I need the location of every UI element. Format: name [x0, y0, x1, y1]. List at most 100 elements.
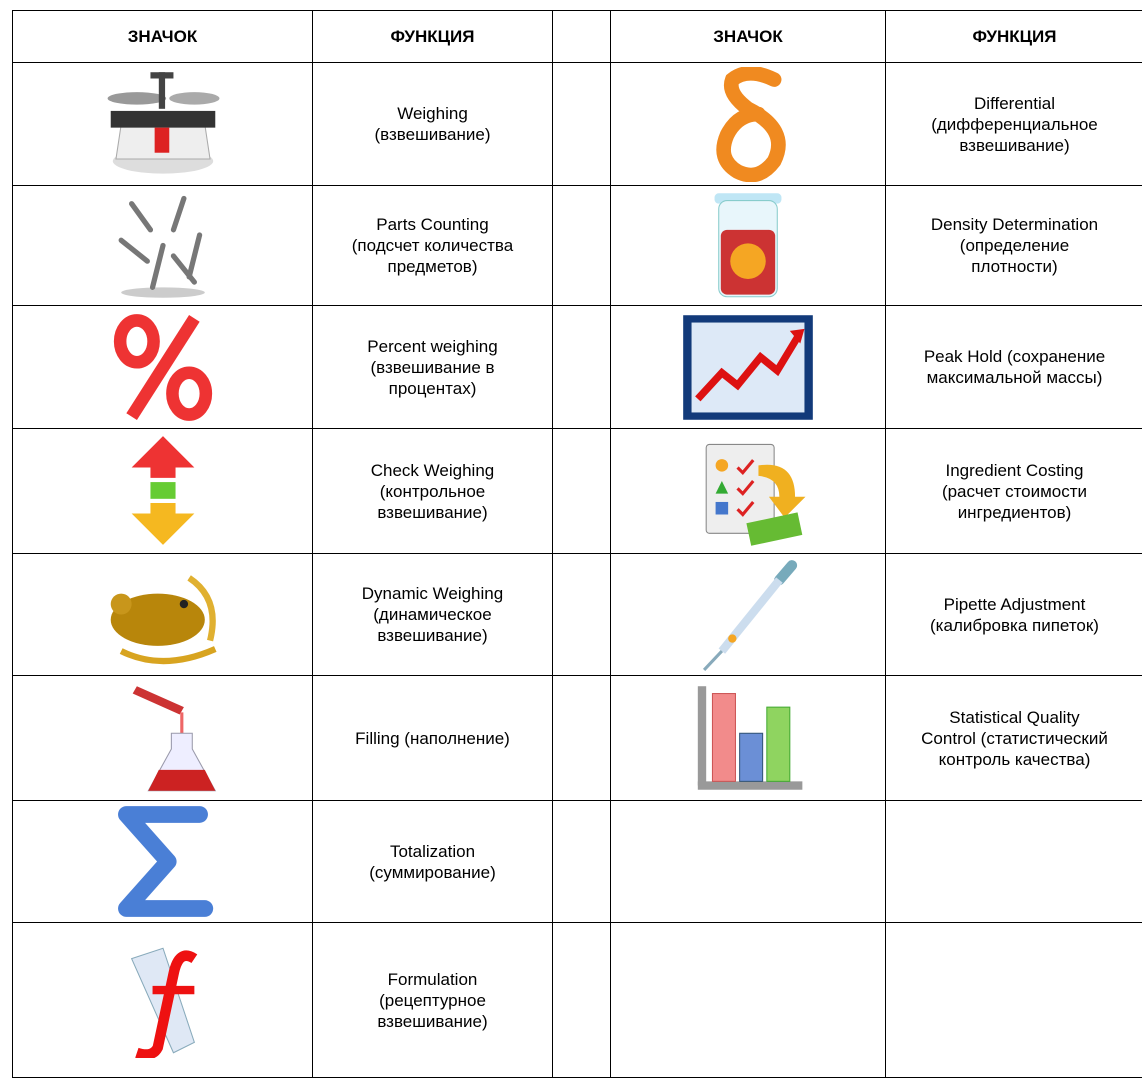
header-cell: ЗНАЧОК — [13, 11, 313, 63]
function-text: (суммирование) — [317, 862, 548, 883]
function-text: взвешивание) — [317, 1011, 548, 1032]
table-row: Weighing(взвешивание) Differential(диффер… — [13, 63, 1142, 186]
function-text: (взвешивание в — [317, 357, 548, 378]
header-cell: ФУНКЦИЯ — [886, 11, 1142, 63]
icon-cell — [611, 63, 886, 186]
spacer-cell — [553, 554, 611, 676]
function-text: (взвешивание) — [317, 124, 548, 145]
icon-cell — [13, 554, 313, 676]
spacer-cell — [553, 801, 611, 923]
function-text: процентах) — [317, 378, 548, 399]
table-body: Weighing(взвешивание) Differential(диффер… — [13, 63, 1142, 1078]
header-cell: ФУНКЦИЯ — [313, 11, 553, 63]
function-text: (контрольное — [317, 481, 548, 502]
icon-cell — [13, 923, 313, 1078]
header-cell: ЗНАЧОК — [611, 11, 886, 63]
function-text: Percent weighing — [317, 336, 548, 357]
icon — [673, 67, 823, 182]
icon-cell — [611, 306, 886, 429]
icon-cell — [13, 429, 313, 554]
function-text: Weighing — [317, 103, 548, 124]
function-cell: Weighing(взвешивание) — [313, 63, 553, 186]
function-text: контроль качества) — [890, 749, 1139, 770]
function-text: Pipette Adjustment — [890, 594, 1139, 615]
icon — [88, 804, 238, 919]
icon — [88, 310, 238, 425]
icon-cell — [13, 801, 313, 923]
function-text: Check Weighing — [317, 460, 548, 481]
function-table: ЗНАЧОК ФУНКЦИЯ ЗНАЧОК ФУНКЦИЯ Weighing(в… — [12, 10, 1142, 1078]
function-text: Filling (наполнение) — [317, 728, 548, 749]
function-text: предметов) — [317, 256, 548, 277]
function-text: взвешивание) — [317, 625, 548, 646]
icon — [673, 310, 823, 425]
function-text: Ingredient Costing — [890, 460, 1139, 481]
function-text: Statistical Quality — [890, 707, 1139, 728]
icon — [88, 943, 238, 1058]
function-cell: Filling (наполнение) — [313, 676, 553, 801]
function-text: максимальной массы) — [890, 367, 1139, 388]
spacer-cell — [553, 676, 611, 801]
table-row: Totalization(суммирование) — [13, 801, 1142, 923]
icon-cell — [611, 676, 886, 801]
function-text: Density Determination — [890, 214, 1139, 235]
function-text: Totalization — [317, 841, 548, 862]
function-text: Peak Hold (сохранение — [890, 346, 1139, 367]
icon-cell — [611, 429, 886, 554]
function-text: (определение — [890, 235, 1139, 256]
icon — [88, 434, 238, 549]
icon-cell — [13, 306, 313, 429]
function-text: ингредиентов) — [890, 502, 1139, 523]
icon-cell — [611, 801, 886, 923]
function-text: (рецептурное — [317, 990, 548, 1011]
function-text: Parts Counting — [317, 214, 548, 235]
spacer-cell — [553, 429, 611, 554]
function-text: (калибровка пипеток) — [890, 615, 1139, 636]
spacer-cell — [553, 186, 611, 306]
function-text: Dynamic Weighing — [317, 583, 548, 604]
function-text: (подсчет количества — [317, 235, 548, 256]
function-cell: Totalization(суммирование) — [313, 801, 553, 923]
header-row: ЗНАЧОК ФУНКЦИЯ ЗНАЧОК ФУНКЦИЯ — [13, 11, 1142, 63]
icon-cell — [611, 923, 886, 1078]
icon-cell — [13, 186, 313, 306]
spacer-cell — [553, 11, 611, 63]
function-cell — [886, 923, 1142, 1078]
spacer-cell — [553, 923, 611, 1078]
icon — [673, 434, 823, 549]
icon-cell — [611, 554, 886, 676]
icon — [88, 681, 238, 796]
icon — [673, 681, 823, 796]
icon-cell — [611, 186, 886, 306]
icon — [673, 188, 823, 303]
icon — [88, 67, 238, 182]
function-text: Control (статистический — [890, 728, 1139, 749]
function-text: Formulation — [317, 969, 548, 990]
function-text: взвешивание) — [317, 502, 548, 523]
function-text: взвешивание) — [890, 135, 1139, 156]
function-text: (дифференциальное — [890, 114, 1139, 135]
icon — [88, 557, 238, 672]
spacer-cell — [553, 63, 611, 186]
function-text: (динамическое — [317, 604, 548, 625]
function-text: (расчет стоимости — [890, 481, 1139, 502]
function-text: плотности) — [890, 256, 1139, 277]
function-text: Differential — [890, 93, 1139, 114]
icon — [88, 188, 238, 303]
icon-cell — [13, 63, 313, 186]
